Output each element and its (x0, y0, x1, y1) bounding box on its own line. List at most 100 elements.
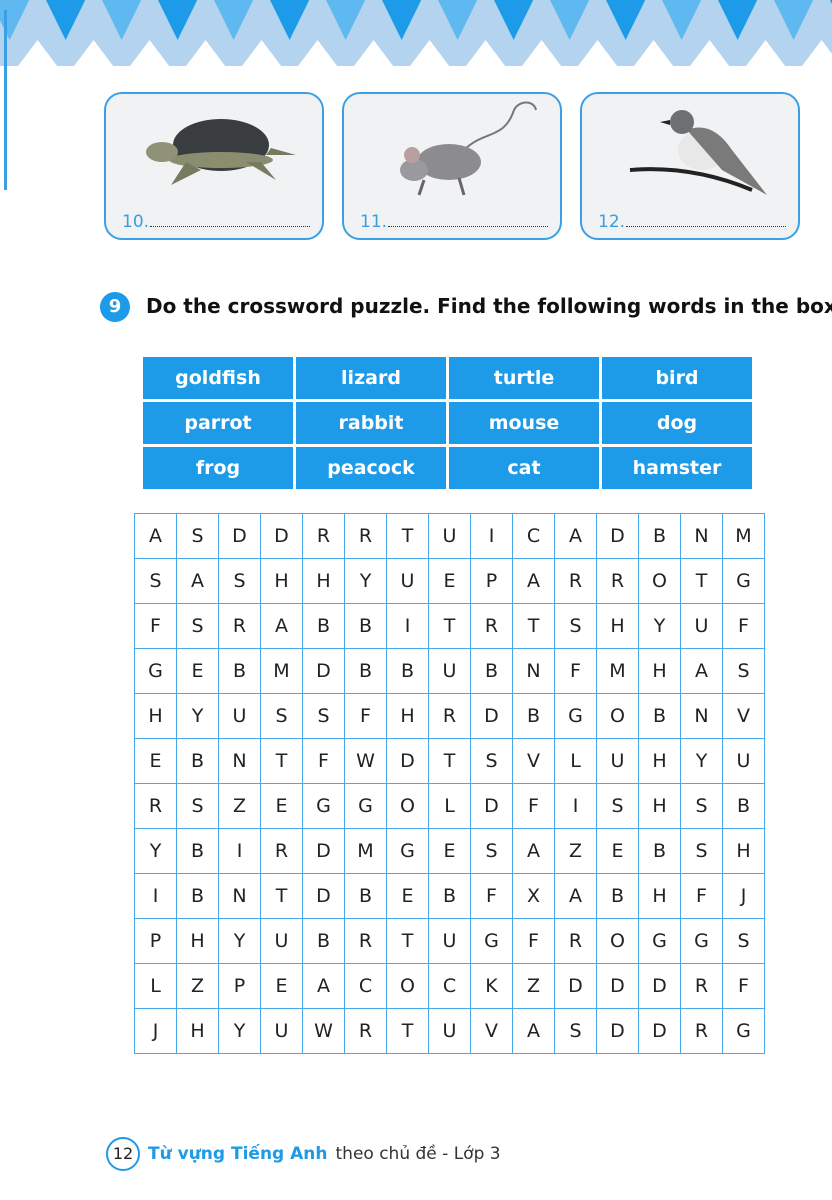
grid-cell[interactable]: I (218, 828, 261, 874)
grid-cell[interactable]: R (554, 558, 597, 604)
grid-cell[interactable]: T (680, 558, 723, 604)
grid-cell[interactable]: N (218, 738, 261, 784)
grid-cell[interactable]: S (134, 558, 177, 604)
grid-cell[interactable]: S (470, 828, 513, 874)
grid-cell[interactable]: S (596, 783, 639, 829)
grid-cell[interactable]: J (722, 873, 765, 919)
grid-cell[interactable]: D (218, 513, 261, 559)
grid-cell[interactable]: S (554, 603, 597, 649)
grid-cell[interactable]: Z (218, 783, 261, 829)
grid-cell[interactable]: T (428, 603, 471, 649)
grid-cell[interactable]: R (344, 513, 387, 559)
grid-cell[interactable]: P (218, 963, 261, 1009)
grid-cell[interactable]: R (260, 828, 303, 874)
grid-cell[interactable]: Z (176, 963, 219, 1009)
grid-cell[interactable]: C (512, 513, 555, 559)
grid-cell[interactable]: F (302, 738, 345, 784)
grid-cell[interactable]: D (302, 873, 345, 919)
grid-cell[interactable]: D (470, 693, 513, 739)
grid-cell[interactable]: F (470, 873, 513, 919)
grid-cell[interactable]: M (722, 513, 765, 559)
grid-cell[interactable]: O (386, 783, 429, 829)
grid-cell[interactable]: A (554, 873, 597, 919)
grid-cell[interactable]: W (344, 738, 387, 784)
grid-cell[interactable]: F (344, 693, 387, 739)
grid-cell[interactable]: U (428, 1008, 471, 1054)
grid-cell[interactable]: L (428, 783, 471, 829)
grid-cell[interactable]: S (176, 513, 219, 559)
grid-cell[interactable]: Y (134, 828, 177, 874)
grid-cell[interactable]: B (344, 873, 387, 919)
grid-cell[interactable]: O (596, 918, 639, 964)
grid-cell[interactable]: S (176, 783, 219, 829)
grid-cell[interactable]: E (428, 828, 471, 874)
grid-cell[interactable]: J (134, 1008, 177, 1054)
grid-cell[interactable]: V (512, 738, 555, 784)
grid-cell[interactable]: H (638, 783, 681, 829)
grid-cell[interactable]: Y (218, 1008, 261, 1054)
grid-cell[interactable]: R (218, 603, 261, 649)
grid-cell[interactable]: N (218, 873, 261, 919)
grid-cell[interactable]: A (680, 648, 723, 694)
grid-cell[interactable]: Y (176, 693, 219, 739)
grid-cell[interactable]: T (260, 738, 303, 784)
grid-cell[interactable]: G (680, 918, 723, 964)
grid-cell[interactable]: D (302, 828, 345, 874)
grid-cell[interactable]: B (176, 828, 219, 874)
grid-cell[interactable]: R (302, 513, 345, 559)
grid-cell[interactable]: G (386, 828, 429, 874)
grid-cell[interactable]: M (596, 648, 639, 694)
grid-cell[interactable]: D (596, 1008, 639, 1054)
grid-cell[interactable]: U (260, 918, 303, 964)
grid-cell[interactable]: M (260, 648, 303, 694)
grid-cell[interactable]: N (680, 693, 723, 739)
grid-cell[interactable]: U (680, 603, 723, 649)
grid-cell[interactable]: Y (680, 738, 723, 784)
grid-cell[interactable]: G (638, 918, 681, 964)
grid-cell[interactable]: U (260, 1008, 303, 1054)
grid-cell[interactable]: B (176, 738, 219, 784)
grid-cell[interactable]: B (722, 783, 765, 829)
grid-cell[interactable]: L (134, 963, 177, 1009)
grid-cell[interactable]: S (554, 1008, 597, 1054)
grid-cell[interactable]: H (638, 648, 681, 694)
grid-cell[interactable]: H (176, 1008, 219, 1054)
grid-cell[interactable]: B (386, 648, 429, 694)
grid-cell[interactable]: T (512, 603, 555, 649)
grid-cell[interactable]: E (260, 963, 303, 1009)
grid-cell[interactable]: F (512, 783, 555, 829)
grid-cell[interactable]: A (176, 558, 219, 604)
grid-cell[interactable]: H (176, 918, 219, 964)
grid-cell[interactable]: Z (554, 828, 597, 874)
grid-cell[interactable]: S (680, 828, 723, 874)
grid-cell[interactable]: H (260, 558, 303, 604)
grid-cell[interactable]: S (302, 693, 345, 739)
grid-cell[interactable]: F (680, 873, 723, 919)
grid-cell[interactable]: E (386, 873, 429, 919)
grid-cell[interactable]: E (596, 828, 639, 874)
grid-cell[interactable]: G (302, 783, 345, 829)
grid-cell[interactable]: F (554, 648, 597, 694)
grid-cell[interactable]: A (554, 513, 597, 559)
grid-cell[interactable]: U (428, 513, 471, 559)
grid-cell[interactable]: H (596, 603, 639, 649)
grid-cell[interactable]: G (470, 918, 513, 964)
grid-cell[interactable]: A (512, 828, 555, 874)
grid-cell[interactable]: A (512, 1008, 555, 1054)
grid-cell[interactable]: B (638, 828, 681, 874)
grid-cell[interactable]: S (176, 603, 219, 649)
answer-line[interactable] (388, 226, 548, 227)
grid-cell[interactable]: H (722, 828, 765, 874)
grid-cell[interactable]: O (638, 558, 681, 604)
grid-cell[interactable]: B (302, 918, 345, 964)
grid-cell[interactable]: T (386, 513, 429, 559)
grid-cell[interactable]: A (260, 603, 303, 649)
grid-cell[interactable]: G (722, 1008, 765, 1054)
grid-cell[interactable]: P (134, 918, 177, 964)
grid-cell[interactable]: O (596, 693, 639, 739)
grid-cell[interactable]: D (470, 783, 513, 829)
grid-cell[interactable]: C (428, 963, 471, 1009)
grid-cell[interactable]: S (722, 918, 765, 964)
grid-cell[interactable]: Y (218, 918, 261, 964)
grid-cell[interactable]: E (260, 783, 303, 829)
